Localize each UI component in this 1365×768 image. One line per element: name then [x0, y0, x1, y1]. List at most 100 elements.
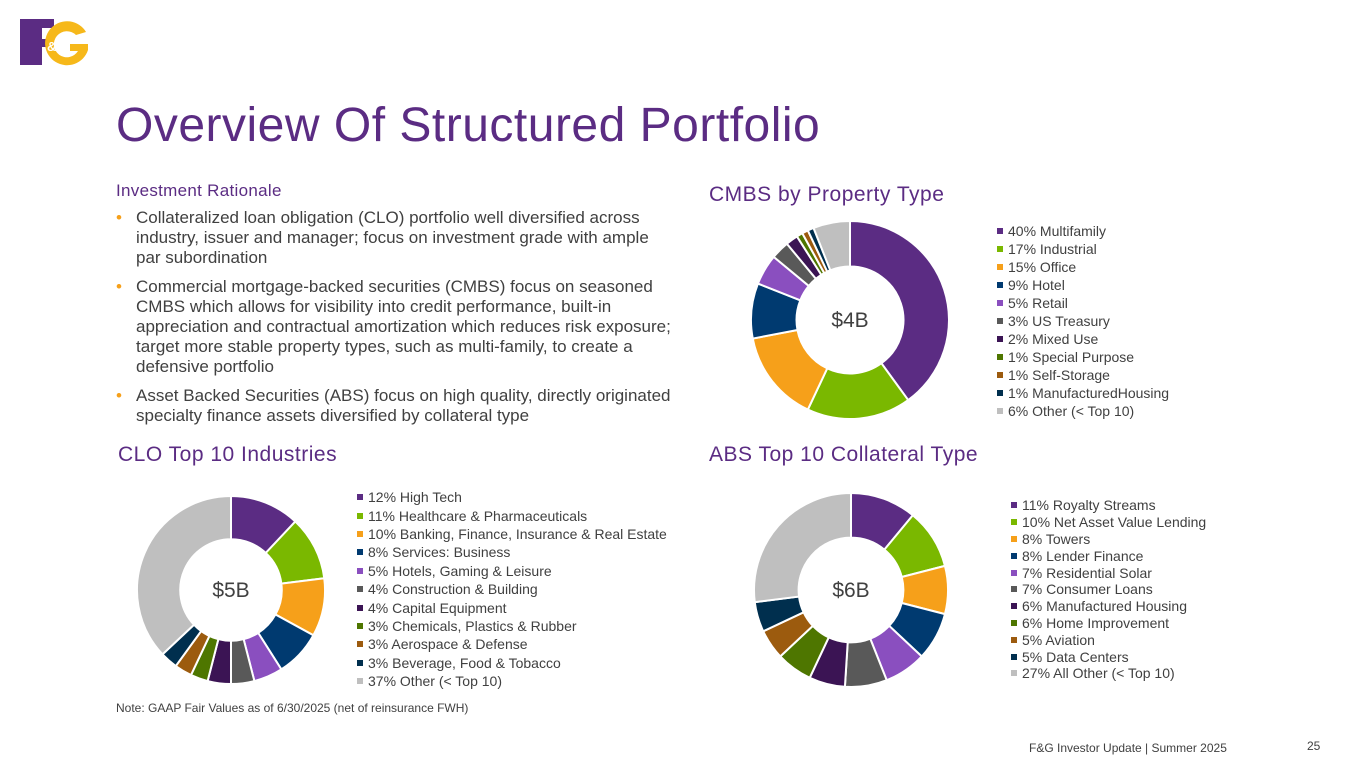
legend-label: 17% Industrial: [1008, 241, 1097, 257]
legend-swatch: [357, 604, 363, 611]
legend-label: 8% Lender Finance: [1022, 547, 1144, 564]
legend-label: 6% Other (< Top 10): [1008, 403, 1135, 419]
page-number: 25: [1307, 739, 1321, 753]
svg-text:&: &: [47, 39, 56, 54]
legend-swatch: [997, 354, 1003, 360]
legend-item: 3% Chemicals, Plastics & Rubber: [357, 617, 667, 635]
rationale-bullet-cmbs: Commercial mortgage-backed securities (C…: [116, 277, 676, 377]
legend-label: 8% Services: Business: [368, 544, 511, 561]
legend-item: 27% All Other (< Top 10): [1011, 665, 1206, 682]
cmbs-donut-chart: $4B: [750, 220, 950, 420]
legend-item: 7% Consumer Loans: [1011, 581, 1206, 598]
legend-label: 4% Capital Equipment: [368, 599, 507, 616]
footnote: Note: GAAP Fair Values as of 6/30/2025 (…: [116, 701, 469, 715]
legend-label: 10% Banking, Finance, Insurance & Real E…: [368, 525, 667, 542]
legend-label: 3% US Treasury: [1008, 313, 1110, 329]
legend-label: 3% Aerospace & Defense: [368, 636, 528, 653]
legend-swatch: [1011, 552, 1017, 559]
legend-swatch: [997, 318, 1003, 324]
legend-swatch: [357, 641, 363, 648]
legend-swatch: [357, 530, 363, 537]
legend-item: 2% Mixed Use: [997, 330, 1169, 348]
legend-swatch: [997, 390, 1003, 396]
legend-label: 6% Home Improvement: [1022, 614, 1170, 631]
legend-label: 4% Construction & Building: [368, 581, 538, 598]
legend-label: 11% Royalty Streams: [1022, 497, 1156, 514]
legend-swatch: [997, 246, 1003, 252]
legend-label: 15% Office: [1008, 259, 1077, 275]
legend-label: 5% Aviation: [1022, 631, 1095, 648]
legend-item: 9% Hotel: [997, 276, 1169, 294]
rationale-heading: Investment Rationale: [116, 181, 282, 200]
legend-label: 3% Beverage, Food & Tobacco: [368, 654, 561, 671]
legend-label: 10% Net Asset Value Lending: [1022, 514, 1207, 531]
legend-item: 4% Capital Equipment: [357, 598, 667, 616]
legend-swatch: [1011, 603, 1017, 610]
cmbs-legend: 40% Multifamily 17% Industrial 15% Office 9…: [997, 222, 1169, 420]
legend-label: 7% Consumer Loans: [1022, 581, 1153, 598]
legend-item: 8% Services: Business: [357, 543, 667, 561]
legend-swatch: [997, 228, 1003, 234]
legend-item: 5% Hotels, Gaming & Leisure: [357, 562, 667, 580]
cmbs-chart-title: CMBS by Property Type: [709, 183, 945, 206]
clo-donut-chart: $5B: [136, 495, 326, 685]
donut-slice: [849, 220, 950, 402]
legend-item: 11% Royalty Streams: [1011, 497, 1206, 514]
legend-label: 5% Data Centers: [1022, 648, 1129, 665]
legend-swatch: [1011, 569, 1017, 576]
legend-item: 40% Multifamily: [997, 222, 1169, 240]
legend-item: 17% Industrial: [997, 240, 1169, 258]
legend-label: 12% High Tech: [368, 489, 462, 506]
legend-item: 6% Other (< Top 10): [997, 402, 1169, 420]
legend-label: 3% Chemicals, Plastics & Rubber: [368, 617, 577, 634]
legend-item: 4% Construction & Building: [357, 580, 667, 598]
legend-swatch: [1011, 502, 1017, 509]
legend-label: 1% Special Purpose: [1008, 349, 1135, 365]
legend-item: 10% Net Asset Value Lending: [1011, 514, 1206, 531]
legend-swatch: [357, 549, 363, 556]
legend-item: 1% Self-Storage: [997, 366, 1169, 384]
legend-item: 3% Aerospace & Defense: [357, 635, 667, 653]
clo-legend: 12% High Tech 11% Healthcare & Pharmaceut…: [357, 488, 667, 690]
legend-swatch: [997, 300, 1003, 306]
legend-item: 10% Banking, Finance, Insurance & Real E…: [357, 525, 667, 543]
legend-swatch: [357, 659, 363, 666]
legend-label: 7% Residential Solar: [1022, 564, 1152, 581]
legend-label: 5% Retail: [1008, 295, 1068, 311]
rationale-bullet-abs: Asset Backed Securities (ABS) focus on h…: [116, 386, 676, 426]
legend-label: 6% Manufactured Housing: [1022, 598, 1187, 615]
legend-item: 3% US Treasury: [997, 312, 1169, 330]
legend-swatch: [1011, 586, 1017, 593]
legend-label: 37% Other (< Top 10): [368, 673, 502, 690]
legend-swatch: [357, 512, 363, 519]
abs-chart-title: ABS Top 10 Collateral Type: [709, 443, 979, 466]
footer-text: F&G Investor Update | Summer 2025: [1029, 741, 1227, 755]
legend-item: 8% Lender Finance: [1011, 547, 1206, 564]
legend-item: 11% Healthcare & Pharmaceuticals: [357, 506, 667, 524]
legend-swatch: [997, 282, 1003, 288]
legend-label: 8% Towers: [1022, 530, 1091, 547]
legend-label: 11% Healthcare & Pharmaceuticals: [368, 507, 588, 524]
legend-item: 12% High Tech: [357, 488, 667, 506]
donut-center-label: $6B: [832, 579, 869, 602]
legend-item: 6% Home Improvement: [1011, 615, 1206, 632]
legend-item: 6% Manufactured Housing: [1011, 598, 1206, 615]
legend-label: 9% Hotel: [1008, 277, 1065, 293]
legend-label: 5% Hotels, Gaming & Leisure: [368, 562, 552, 579]
fg-logo: &: [20, 19, 88, 66]
legend-swatch: [1011, 535, 1017, 542]
donut-slice: [753, 492, 852, 604]
legend-swatch: [1011, 670, 1017, 677]
donut-center-label: $4B: [831, 309, 868, 332]
page-title: Overview Of Structured Portfolio: [116, 99, 821, 152]
donut-center-label: $5B: [212, 579, 249, 602]
legend-swatch: [357, 678, 363, 685]
legend-swatch: [997, 408, 1003, 414]
legend-label: 27% All Other (< Top 10): [1022, 665, 1175, 682]
legend-swatch: [357, 567, 363, 574]
rationale-bullets: Collateralized loan obligation (CLO) por…: [116, 208, 676, 435]
legend-item: 5% Aviation: [1011, 631, 1206, 648]
legend-swatch: [997, 372, 1003, 378]
legend-swatch: [357, 586, 363, 593]
legend-label: 40% Multifamily: [1008, 223, 1107, 239]
